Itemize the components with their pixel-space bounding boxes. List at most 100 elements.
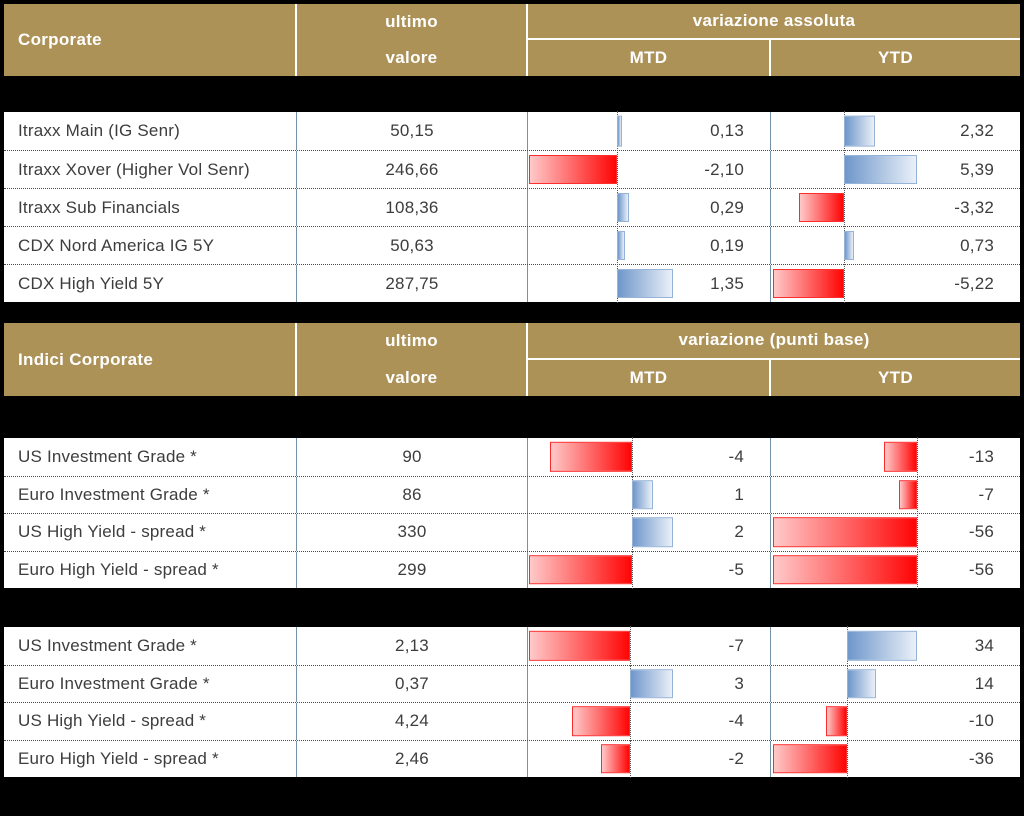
- mtd-value: 2: [734, 522, 744, 542]
- mtd-axis-line: [630, 626, 631, 666]
- ytd-cell: -7: [771, 475, 1020, 514]
- ytd-bar: [773, 268, 844, 299]
- mtd-cell: 2: [528, 513, 771, 552]
- ytd-axis-line: [917, 475, 918, 514]
- mtd-bar: [617, 268, 673, 299]
- row-label: Euro Investment Grade *: [4, 476, 297, 513]
- row-value: 50,15: [297, 112, 528, 150]
- ytd-cell: 2,32: [771, 111, 1020, 151]
- mtd-value: 1: [734, 484, 744, 504]
- mtd-value: -2: [728, 748, 744, 768]
- mtd-bar: [550, 441, 632, 472]
- ytd-value: 14: [974, 673, 994, 693]
- mtd-value: -4: [728, 446, 744, 466]
- row-value: 108,36: [297, 189, 528, 226]
- mtd-bar: [529, 554, 632, 585]
- corporate-title: Corporate: [4, 4, 297, 76]
- ytd-value: -5,22: [954, 273, 994, 293]
- ytd-cell: -5,22: [771, 264, 1020, 303]
- row-label: Itraxx Main (IG Senr): [4, 112, 297, 150]
- mtd-bar: [617, 192, 629, 223]
- ytd-value: -10: [968, 711, 994, 731]
- ytd-cell: 14: [771, 664, 1020, 703]
- mtd-cell: -2: [528, 739, 771, 778]
- row-label: US High Yield - spread *: [4, 514, 297, 551]
- row-value: 299: [297, 551, 528, 588]
- ytd-bar: [884, 441, 917, 472]
- row-value: 2,13: [297, 627, 528, 665]
- row-label: CDX Nord America IG 5Y: [4, 227, 297, 264]
- mtd-value: 0,13: [710, 121, 744, 140]
- row-value: 0,37: [297, 665, 528, 702]
- ytd-bar: [773, 554, 917, 585]
- mtd-bar: [630, 668, 673, 699]
- row-label: Euro High Yield - spread *: [4, 740, 297, 777]
- ytd-value: -56: [968, 522, 994, 542]
- mtd-value: 0,29: [710, 197, 744, 217]
- ytd-cell: -56: [771, 513, 1020, 552]
- mtd-cell: -4: [528, 437, 771, 477]
- ytd-value: 34: [974, 635, 994, 655]
- row-value: 287,75: [297, 265, 528, 302]
- mtd-bar: [529, 630, 630, 661]
- mtd-value: -7: [728, 635, 744, 655]
- table-row: Itraxx Xover (Higher Vol Senr) 246,66 -2,1…: [4, 150, 1020, 189]
- mtd-bar: [617, 230, 625, 261]
- mtd-cell: 0,13: [528, 111, 771, 151]
- ultimo-valore-header-2: ultimo valore: [297, 323, 528, 396]
- row-label: US Investment Grade *: [4, 627, 297, 665]
- ytd-cell: 34: [771, 626, 1020, 666]
- row-label: Euro Investment Grade *: [4, 665, 297, 702]
- mtd-axis-line: [632, 437, 633, 477]
- ytd-cell: 5,39: [771, 150, 1020, 189]
- ytd-value: -3,32: [954, 197, 994, 217]
- mtd-cell: -7: [528, 626, 771, 666]
- table-row: US Investment Grade * 90 -4 -13: [4, 437, 1020, 477]
- ytd-header: YTD: [878, 48, 913, 67]
- mtd-value: -5: [728, 559, 744, 579]
- mtd-header-2: MTD: [528, 359, 771, 396]
- corporate-data-table: Itraxx Main (IG Senr) 50,15 0,13 2,32 Itraxx…: [4, 111, 1020, 303]
- mtd-cell: 1: [528, 475, 771, 514]
- row-value: 50,63: [297, 227, 528, 264]
- ytd-cell: -10: [771, 702, 1020, 741]
- ytd-axis-line: [917, 513, 918, 552]
- table-row: Euro High Yield - spread * 299 -5 -56: [4, 550, 1020, 589]
- ytd-cell: -36: [771, 739, 1020, 778]
- ytd-axis-line: [847, 739, 848, 778]
- row-value: 2,46: [297, 740, 528, 777]
- ytd-value: 2,32: [960, 121, 994, 140]
- mtd-value: 1,35: [710, 273, 744, 293]
- table-row: CDX Nord America IG 5Y 50,63 0,19 0,73: [4, 226, 1020, 265]
- table-row: US High Yield - spread * 330 2 -56: [4, 513, 1020, 552]
- table-row: Itraxx Main (IG Senr) 50,15 0,13 2,32: [4, 111, 1020, 151]
- corporate-table-header: Corporate ultimo valore variazione assol…: [4, 4, 1020, 76]
- row-value: 90: [297, 438, 528, 476]
- table-row: Euro Investment Grade * 0,37 3 14: [4, 664, 1020, 703]
- ytd-bar: [773, 517, 917, 548]
- table-row: Euro Investment Grade * 86 1 -7: [4, 475, 1020, 514]
- ultimo-label: ultimo: [385, 12, 438, 31]
- ultimo-label-2: ultimo: [385, 331, 438, 351]
- mtd-cell: 0,29: [528, 188, 771, 227]
- ytd-bar: [847, 630, 917, 661]
- ytd-axis-line: [917, 550, 918, 589]
- table-row: CDX High Yield 5Y 287,75 1,35 -5,22: [4, 264, 1020, 303]
- ytd-bar: [844, 154, 917, 185]
- mtd-bar: [601, 743, 630, 774]
- ytd-axis-line: [844, 264, 845, 303]
- row-label: Euro High Yield - spread *: [4, 551, 297, 588]
- ytd-cell: -13: [771, 437, 1020, 477]
- mtd-cell: -4: [528, 702, 771, 741]
- mtd-axis-line: [632, 550, 633, 589]
- mtd-header: MTD: [528, 40, 771, 76]
- variazione-punti-base-header: variazione (punti base): [528, 323, 1020, 360]
- ytd-bar: [826, 706, 847, 737]
- row-value: 86: [297, 476, 528, 513]
- ytd-header-2: YTD: [878, 367, 913, 387]
- table-row: US Investment Grade * 2,13 -7 34: [4, 626, 1020, 666]
- ytd-value: -56: [968, 559, 994, 579]
- ytd-value: -13: [968, 446, 994, 466]
- variazione-assoluta-header: variazione assoluta: [528, 4, 1020, 40]
